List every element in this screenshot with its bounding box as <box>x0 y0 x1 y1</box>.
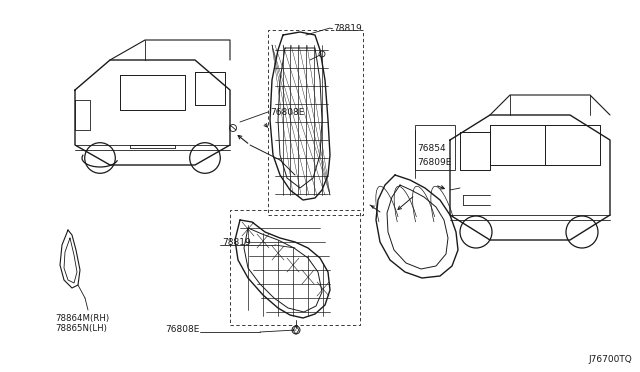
Text: 76808E: 76808E <box>270 108 305 116</box>
Text: 76854: 76854 <box>417 144 445 153</box>
Text: 76808E: 76808E <box>166 324 200 334</box>
Bar <box>268 30 363 215</box>
Text: 78865N(LH): 78865N(LH) <box>55 324 107 333</box>
Bar <box>230 210 360 325</box>
Text: 78819: 78819 <box>222 237 251 247</box>
Text: 76809E: 76809E <box>417 157 451 167</box>
Text: J76700TQ: J76700TQ <box>588 356 632 365</box>
Bar <box>415 125 455 170</box>
Text: 78819: 78819 <box>333 23 362 32</box>
Text: 78864M(RH): 78864M(RH) <box>55 314 109 323</box>
